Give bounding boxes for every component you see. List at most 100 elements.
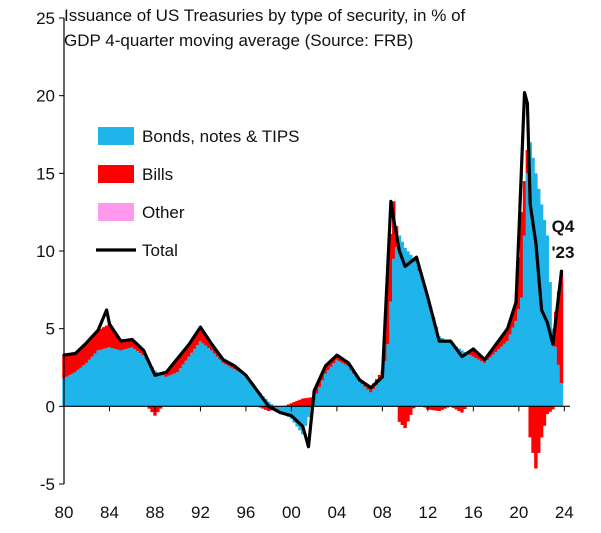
bills-bar [181,351,186,365]
y-tick-label: -5 [40,475,55,494]
bills-bar [190,339,194,353]
bonds-bar [193,348,197,407]
bonds-bar [554,346,558,407]
bills-bar [497,340,501,350]
bonds-bar [377,381,382,407]
bills-bar [517,257,521,310]
bills-bar [522,181,527,236]
bills-bar [193,335,197,349]
bonds-bar [389,301,393,407]
bonds-bar [343,364,348,407]
bonds-bar [537,188,541,407]
bonds-bar [394,247,399,407]
bills-bar [289,403,294,407]
legend-label-total: Total [142,241,178,260]
bonds-bar [346,365,350,407]
bills-bar [460,406,464,413]
bonds-bar [414,261,419,407]
annotation-line: Q4 [552,217,575,236]
bonds-bar [409,254,413,407]
bonds-bar [392,258,396,407]
bills-bar [184,347,188,361]
bills-bar [519,212,524,298]
bills-bar [147,406,152,409]
bonds-bar [335,359,339,407]
bills-bar [93,333,97,354]
bonds-bar [491,354,495,407]
bills-bar [164,372,169,377]
bonds-bar [93,353,97,407]
bonds-bar [386,344,390,407]
y-tick-label: 0 [46,397,55,416]
bills-bar [266,406,271,411]
legend-label-other: Other [142,203,185,222]
annotation-line: '23 [552,243,575,262]
bonds-bar [434,326,439,407]
bills-bar [551,406,555,410]
bills-bar [79,348,83,368]
bonds-bar [320,380,325,407]
bills-bar [124,340,129,349]
bills-bar [99,328,103,350]
bonds-bar [275,406,279,409]
bills-bar [428,406,433,410]
bonds-bar [215,356,220,407]
bills-bar [534,406,538,469]
bills-bar [548,406,552,412]
bonds-bar [130,347,134,407]
bills-bar [178,354,183,369]
bonds-bar [218,359,223,407]
bonds-bar [517,309,521,407]
bonds-bar [482,362,487,407]
bonds-bar [158,373,163,407]
bonds-bar [511,327,515,407]
bills-bar [167,368,171,376]
bonds-bar [485,360,490,407]
bonds-bar [70,373,75,407]
bonds-bar [281,406,285,413]
bonds-bar [241,373,245,407]
bills-bar [82,345,86,366]
bonds-bar [258,393,262,407]
bonds-bar [556,364,561,407]
legend-swatch-bonds [98,127,134,145]
bonds-bar [278,406,282,411]
bills-bar [474,351,478,359]
bills-bar [431,406,436,411]
bonds-bar [178,368,183,407]
bonds-bar [201,343,206,407]
bills-bar [468,350,473,356]
bonds-bar [170,374,174,407]
bonds-bar [502,343,507,407]
bonds-bar [102,348,106,407]
bonds-bar [423,288,427,407]
bonds-bar [121,349,126,407]
bills-bar [488,351,493,358]
bonds-bar [457,348,461,407]
bills-bar [505,328,510,342]
bills-bar [204,335,208,346]
bonds-bar [443,339,447,407]
axes-layer: -5 0 5 10 15 20 25 80 84 88 92 96 00 04 08 12 16 20 24 [36,9,574,522]
bills-bar [295,400,299,407]
bills-bar [119,341,123,351]
bills-bar [286,404,291,407]
bills-bar [437,406,441,411]
bills-bar [514,302,518,321]
bills-bar [539,406,544,438]
bonds-bar [332,363,336,407]
chart-title-line-1: Issuance of US Treasuries by type of sec… [64,6,466,25]
bonds-bar [446,341,450,407]
bills-bar [207,339,211,349]
bills-bar [156,406,160,413]
bills-bar [161,374,166,376]
bonds-bar [190,352,194,407]
bills-bar [542,406,547,426]
bills-bar [400,406,405,425]
bills-bar [198,327,203,342]
bills-bar [559,271,564,384]
legend-swatch-other [98,203,134,221]
bonds-bar [411,258,416,407]
bills-bar [87,339,92,360]
bonds-bar [338,361,342,407]
